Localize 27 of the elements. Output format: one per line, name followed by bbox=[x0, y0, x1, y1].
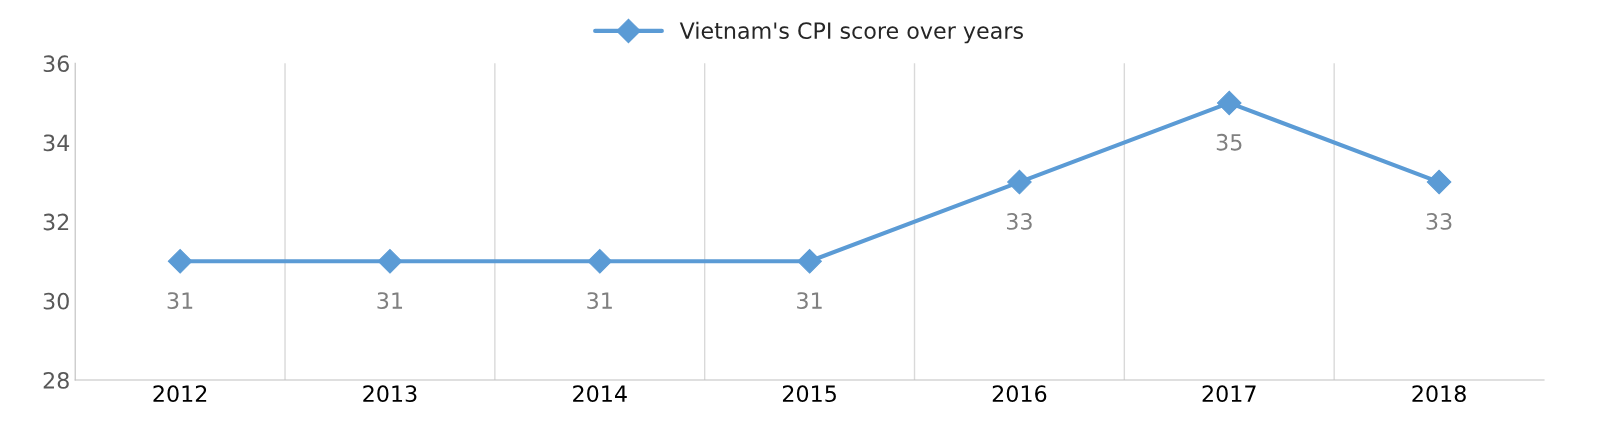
data-label: 31 bbox=[797, 292, 822, 309]
point bbox=[377, 248, 403, 274]
legend-label: Vietnam's CPI score over years bbox=[679, 21, 1023, 44]
data-label: 35 bbox=[1216, 133, 1242, 151]
x-tick-label: 2014 bbox=[573, 385, 627, 403]
point bbox=[587, 248, 613, 274]
data-label: 31 bbox=[167, 292, 193, 309]
data-label: 33 bbox=[1426, 213, 1452, 230]
x-tick-label: 2016 bbox=[992, 385, 1047, 403]
y-tick-label: 34 bbox=[43, 134, 70, 152]
y-tick-label: 36 bbox=[43, 55, 69, 73]
y-tick-label: 28 bbox=[43, 371, 69, 389]
y-tick-label: 32 bbox=[43, 213, 69, 231]
x-tick-label: 2017 bbox=[1202, 385, 1256, 403]
x-tick-label: 2012 bbox=[153, 385, 207, 403]
data-label: 31 bbox=[587, 292, 612, 309]
data-label: 33 bbox=[1006, 213, 1032, 230]
data-label: 31 bbox=[377, 292, 403, 309]
x-tick-label: 2018 bbox=[1412, 385, 1466, 403]
point bbox=[1216, 90, 1242, 116]
point bbox=[797, 248, 822, 274]
x-tick-label: 2015 bbox=[782, 385, 836, 403]
x-tick-label: 2013 bbox=[363, 385, 417, 403]
point bbox=[167, 248, 193, 274]
point bbox=[1007, 169, 1032, 195]
y-tick-label: 30 bbox=[43, 292, 69, 310]
point bbox=[1426, 169, 1452, 195]
